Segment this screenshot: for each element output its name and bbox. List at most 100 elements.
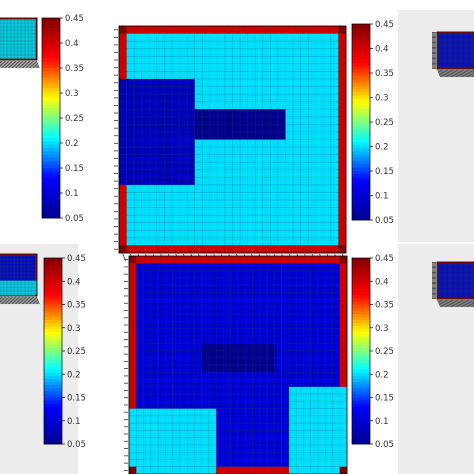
heatmap-cell [3,30,6,33]
heatmap-cell [14,256,17,259]
heatmap-cell [456,39,459,41]
heatmap-cell [126,215,135,224]
heatmap-cell [187,109,195,118]
heatmap-cell [4,282,7,284]
heatmap-cell [143,277,152,286]
heatmap-cell [35,262,38,265]
heatmap-cell [9,275,11,277]
heatmap-cell [32,258,35,260]
heatmap-cell [438,52,440,55]
heatmap-cell [21,273,24,276]
heatmap-cell [10,53,13,55]
heatmap-cell [4,25,7,27]
heatmap-cell [310,299,319,308]
heatmap-cell [13,47,15,50]
heatmap-cell [187,86,195,95]
heatmap-cell [467,51,470,54]
heatmap-cell [209,116,218,125]
heatmap-cell [156,139,165,148]
heatmap-cell [224,101,233,110]
heatmap-cell [454,48,456,50]
heatmap-cell [20,18,22,20]
heatmap-cell [194,292,202,300]
heatmap-cell [3,263,6,266]
heatmap-cell [317,394,326,402]
heatmap-cell [445,60,448,62]
heatmap-cell [437,60,439,62]
heatmap-cell [14,276,17,279]
heatmap-cell [323,245,332,254]
heatmap-cell [0,50,3,52]
heatmap-cell [451,46,454,49]
x-tick-mark [0,60,5,69]
heatmap-cell [245,394,253,402]
colorbar-segment [44,391,62,395]
heatmap-cell [245,357,253,366]
heatmap-cell [21,272,24,274]
heatmap-cell [21,290,24,293]
heatmap-cell [4,55,7,58]
heatmap-cell [18,269,21,272]
heatmap-cell [10,20,13,23]
heatmap-cell [460,43,462,45]
heatmap-cell [32,290,35,293]
heatmap-cell [6,44,8,47]
heatmap-cell [179,78,188,87]
heatmap-cell [470,41,472,44]
heatmap-cell [456,50,459,53]
colorbar-segment [44,289,62,293]
heatmap-cell [208,285,217,293]
heatmap-cell [13,27,15,30]
heatmap-cell [252,306,261,315]
heatmap-cell [6,254,8,256]
heatmap-cell [143,386,152,395]
heatmap-cell [141,184,150,193]
heatmap-cell [446,64,449,66]
heatmap-cell [143,335,152,344]
heatmap-cell [202,222,211,231]
heatmap-cell [285,245,294,254]
heatmap-cell [17,277,20,280]
heatmap-cell [445,54,448,56]
heatmap-cell [255,222,264,231]
heatmap-cell [18,291,21,294]
heatmap-cell [18,54,21,57]
heatmap-cell [10,256,13,259]
heatmap-cell [16,276,18,279]
heatmap-cell [440,50,443,53]
heatmap-cell [317,292,326,300]
heatmap-cell [9,33,11,36]
heatmap-cell [262,86,271,95]
heatmap-cell [20,286,22,288]
heatmap-cell [2,275,4,277]
heatmap-cell [149,200,158,208]
heatmap-cell [28,290,31,293]
heatmap-cell [16,289,18,291]
heatmap-cell [308,116,317,125]
heatmap-cell [13,282,15,284]
heatmap-cell [9,55,11,58]
heatmap-cell [441,33,444,35]
heatmap-cell [223,285,232,293]
heatmap-cell [32,266,35,269]
heatmap-cell [194,314,202,322]
heatmap-cell [466,64,469,66]
heatmap-cell [439,48,441,50]
heatmap-cell [245,408,253,417]
heatmap-cell [277,78,286,87]
heatmap-cell [150,321,159,329]
heatmap-cell [439,64,441,66]
heatmap-cell [437,34,439,36]
heatmap-cell [35,266,38,269]
heatmap-cell [31,55,34,58]
heatmap-cell [459,34,461,36]
heatmap-cell [0,53,3,55]
heatmap-cell [27,50,29,52]
heatmap-cell [156,207,165,216]
heatmap-cell [217,71,226,80]
colorbar-segment [42,34,60,39]
heatmap-cell [17,25,20,27]
heatmap-cell [34,29,36,31]
heatmap-cell [445,45,448,48]
colorbar-segment [44,388,62,392]
